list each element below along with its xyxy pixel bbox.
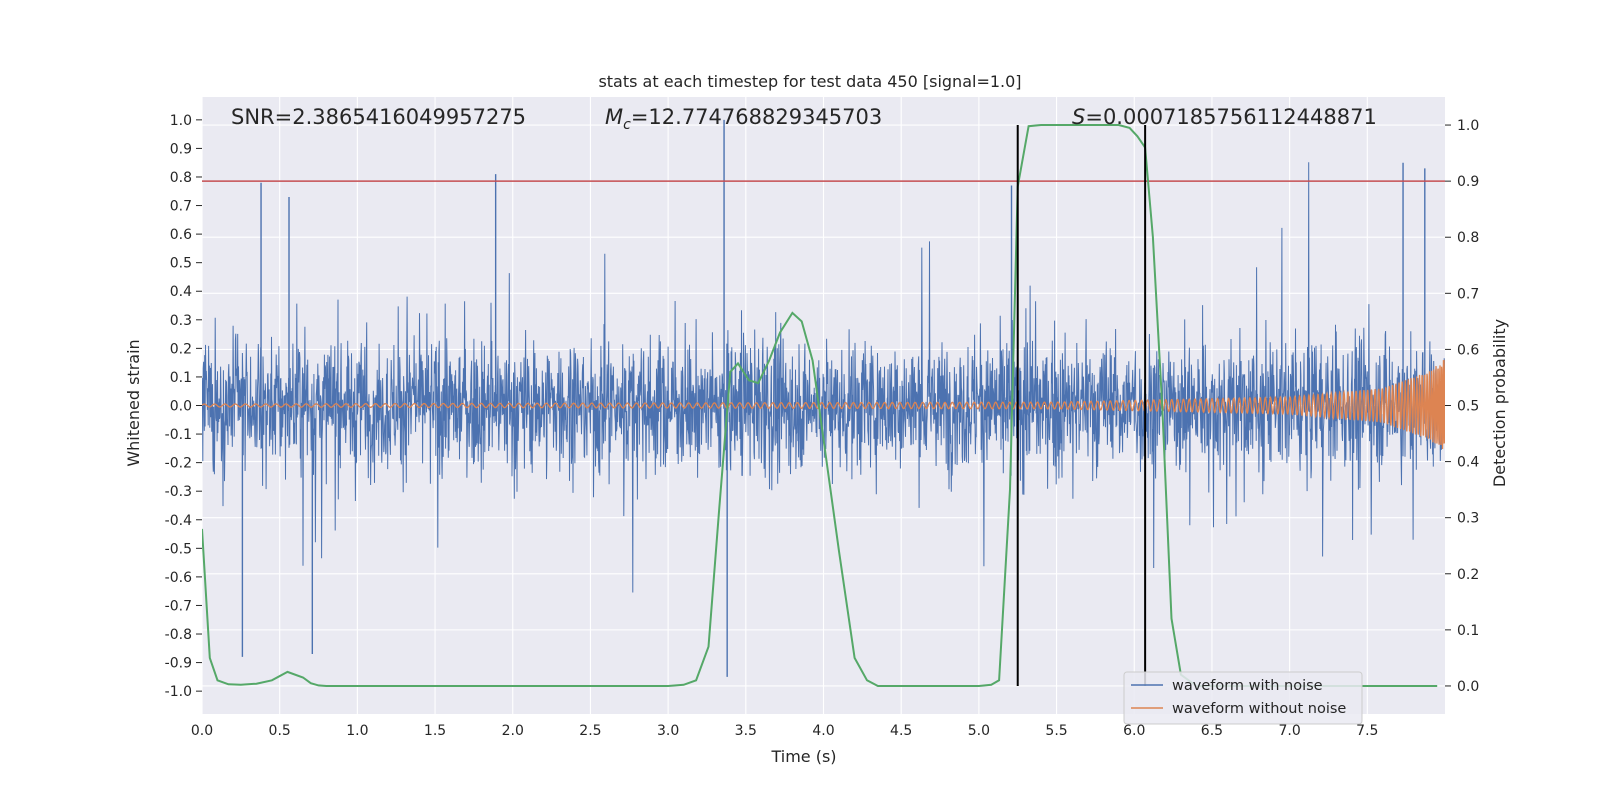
- series-detection-probability: [202, 124, 1438, 687]
- x-axis-label: Time (s): [770, 747, 836, 766]
- y-tick-label: 0.2: [170, 341, 192, 357]
- y-tick-label: -0.1: [165, 427, 192, 443]
- y2-tick-label: 0.3: [1457, 511, 1479, 527]
- vertical-markers: [1016, 125, 1147, 686]
- y2-tick-label: 0.4: [1457, 455, 1479, 471]
- y2-tick-label: 0.6: [1457, 342, 1479, 358]
- y2-tick-label: 0.1: [1457, 623, 1479, 639]
- x-tick-label: 0.5: [269, 723, 291, 739]
- legend-box: [1123, 671, 1363, 725]
- series-waveform-with-noise: [202, 119, 1445, 677]
- legend-label-noise: waveform with noise: [1172, 678, 1323, 694]
- y-tick-label: 0.8: [170, 170, 192, 186]
- y2-tick-label: 1.0: [1457, 118, 1479, 134]
- mc-symbol: M: [605, 105, 623, 129]
- snr-annotation: SNR=2.3865416049957275: [231, 105, 526, 129]
- y-tick-label: 0.3: [170, 313, 192, 329]
- x-tick-label: 6.0: [1123, 723, 1145, 739]
- y-tick-label: -0.8: [165, 627, 192, 643]
- y-tick-label: -0.9: [165, 656, 192, 672]
- x-tick-label: 4.5: [890, 723, 912, 739]
- x-tick-label: 1.5: [424, 723, 446, 739]
- y-tick-label: 1.0: [170, 113, 192, 129]
- clean-trace: [202, 359, 1445, 450]
- y2-tick-label: 0.7: [1457, 286, 1479, 302]
- x-axis-ticks: 0.0 0.5 1.0 1.5 2.0 2.5 3.0 3.5 4.0 4.5 5.0 5.5 6.0 6…: [191, 723, 1379, 739]
- mc-value: =12.774768829345703: [631, 105, 882, 129]
- x-tick-label: 3.0: [657, 723, 679, 739]
- y-tick-label: -0.2: [165, 456, 192, 472]
- y2-tick-label: 0.5: [1457, 399, 1479, 415]
- probability-line: [202, 124, 1438, 687]
- noise-trace: [202, 162, 1445, 593]
- y-tick-label: 0.0: [170, 399, 192, 415]
- x-tick-label: 5.0: [968, 723, 990, 739]
- x-tick-label: 2.5: [579, 723, 601, 739]
- y-tick-label: -0.5: [165, 541, 192, 557]
- y-tick-label: 0.1: [170, 370, 192, 386]
- y-axis-label: Whitened strain: [124, 339, 143, 466]
- y2-tick-label: 0.8: [1457, 230, 1479, 246]
- y-tick-label: -0.3: [165, 484, 192, 500]
- y-tick-label: -0.7: [165, 598, 192, 614]
- s-annotation: S=0.0007185756112448871: [1072, 105, 1377, 129]
- y-tick-label: -0.4: [165, 513, 192, 529]
- x-tick-label: 1.0: [346, 723, 368, 739]
- y2-axis-ticks: 1.0 0.9 0.8 0.7 0.6 0.5 0.4 0.3 0.2 0.1 0.0: [1445, 118, 1479, 695]
- x-tick-label: 7.5: [1356, 723, 1378, 739]
- legend-label-clean: waveform without noise: [1172, 701, 1346, 717]
- s-value: =0.0007185756112448871: [1085, 105, 1377, 129]
- y-axis-ticks: 1.0 0.9 0.8 0.7 0.6 0.5 0.4 0.3 0.2 0.1 0.0 -0.1 -0.…: [165, 113, 202, 700]
- y2-axis-label: Detection probability: [1490, 319, 1509, 487]
- x-tick-label: 0.0: [191, 723, 213, 739]
- y-tick-label: -1.0: [165, 684, 192, 700]
- y2-tick-label: 0.2: [1457, 567, 1479, 583]
- y-tick-label: 0.7: [170, 199, 192, 215]
- x-tick-label: 7.0: [1278, 723, 1300, 739]
- y-tick-label: 0.5: [170, 256, 192, 272]
- y-tick-label: 0.6: [170, 227, 192, 243]
- x-tick-label: 6.5: [1201, 723, 1223, 739]
- x-tick-label: 4.0: [812, 723, 834, 739]
- y2-tick-label: 0.0: [1457, 679, 1479, 695]
- y2-tick-label: 0.9: [1457, 174, 1479, 190]
- series-waveform-without-noise: [202, 359, 1445, 450]
- y-tick-label: 0.4: [170, 284, 192, 300]
- y-tick-label: 0.9: [170, 141, 192, 157]
- mc-subscript: c: [623, 117, 631, 133]
- x-tick-label: 5.5: [1045, 723, 1067, 739]
- x-tick-label: 3.5: [735, 723, 757, 739]
- x-tick-label: 2.0: [502, 723, 524, 739]
- chirp-mass-annotation: Mc=12.774768829345703: [605, 105, 882, 133]
- s-symbol: S: [1072, 105, 1085, 129]
- legend: waveform with noise waveform without noi…: [1123, 671, 1363, 725]
- y-tick-label: -0.6: [165, 570, 192, 586]
- chart-title: stats at each timestep for test data 450…: [598, 72, 1021, 91]
